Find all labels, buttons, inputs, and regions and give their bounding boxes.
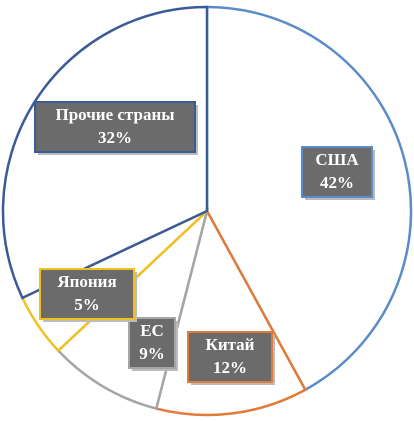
label-name: Япония [57, 272, 116, 291]
label-name: Прочие страны [55, 105, 174, 124]
label-box [39, 268, 135, 320]
label-name: США [315, 150, 359, 169]
label-box [187, 331, 273, 383]
label-value: 32% [98, 128, 132, 147]
label-box [34, 101, 196, 153]
label-box [128, 317, 176, 369]
label-value: 9% [139, 344, 165, 363]
label-box [301, 146, 373, 198]
label-name: Китай [206, 335, 255, 354]
label-value: 12% [213, 358, 247, 377]
label-value: 5% [74, 295, 100, 314]
label-value: 42% [320, 173, 354, 192]
label-name: ЕС [140, 321, 164, 340]
